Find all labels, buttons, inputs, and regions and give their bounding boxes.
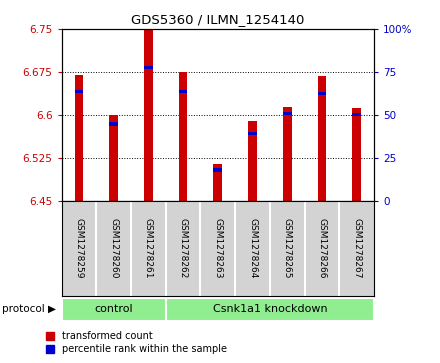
Bar (352, 113, 361, 117)
Text: GSM1278259: GSM1278259 (74, 219, 84, 279)
Text: GSM1278264: GSM1278264 (248, 219, 257, 279)
Text: GSM1278261: GSM1278261 (144, 219, 153, 279)
Bar (318, 92, 326, 95)
Bar (144, 66, 153, 69)
Bar (213, 164, 222, 201)
Text: GSM1278263: GSM1278263 (213, 219, 222, 279)
Bar (283, 107, 292, 201)
Text: GSM1278266: GSM1278266 (317, 219, 326, 279)
Bar (109, 115, 118, 201)
Bar (283, 112, 292, 115)
Bar (166, 298, 374, 321)
Bar (352, 109, 361, 201)
Title: GDS5360 / ILMN_1254140: GDS5360 / ILMN_1254140 (131, 13, 304, 26)
Text: protocol ▶: protocol ▶ (2, 305, 56, 314)
Bar (179, 90, 187, 93)
Bar (248, 132, 257, 135)
Bar (248, 121, 257, 201)
Bar (109, 122, 118, 126)
Bar (179, 72, 187, 201)
Bar (318, 76, 326, 201)
Text: GSM1278265: GSM1278265 (283, 219, 292, 279)
Text: GSM1278262: GSM1278262 (179, 219, 187, 279)
Text: Csnk1a1 knockdown: Csnk1a1 knockdown (213, 305, 327, 314)
Text: control: control (94, 305, 133, 314)
Bar (75, 90, 83, 93)
Bar (213, 168, 222, 172)
Legend: transformed count, percentile rank within the sample: transformed count, percentile rank withi… (44, 330, 229, 356)
Text: GSM1278260: GSM1278260 (109, 219, 118, 279)
Bar (75, 75, 83, 201)
Bar (144, 29, 153, 201)
Bar (62, 298, 166, 321)
Text: GSM1278267: GSM1278267 (352, 219, 361, 279)
